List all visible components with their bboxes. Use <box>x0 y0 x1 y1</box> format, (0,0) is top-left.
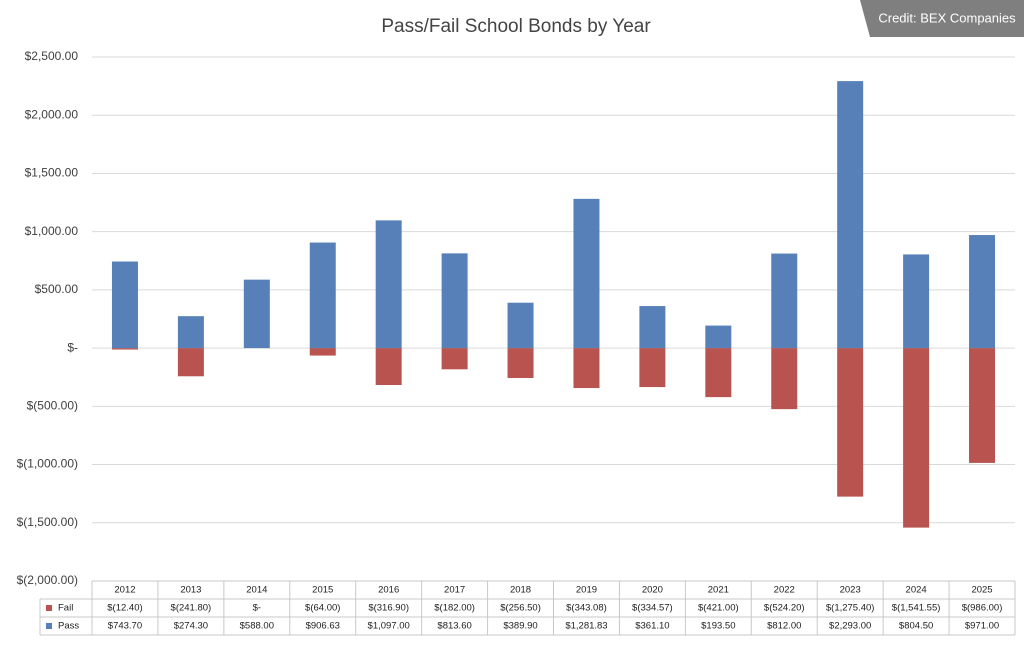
bar <box>243 279 270 349</box>
table-value: $906.63 <box>306 621 340 632</box>
bar <box>903 254 930 349</box>
table-value: $(12.40) <box>107 603 142 614</box>
table-value: $389.90 <box>503 621 537 632</box>
y-tick-label: $1,000.00 <box>25 224 79 238</box>
table-value: $588.00 <box>240 621 274 632</box>
bar <box>507 302 534 349</box>
bar <box>441 253 468 349</box>
bar <box>705 348 732 398</box>
table-value: $(421.00) <box>698 603 739 614</box>
table-value: $(256.50) <box>500 603 541 614</box>
bar <box>309 348 336 356</box>
x-tick-label: 2016 <box>378 585 399 596</box>
table-value: $804.50 <box>899 621 933 632</box>
bar <box>639 348 666 388</box>
table-value: $274.30 <box>174 621 208 632</box>
table-value: $(316.90) <box>368 603 409 614</box>
table-value: $(241.80) <box>171 603 212 614</box>
bar <box>573 348 600 389</box>
x-tick-label: 2023 <box>840 585 861 596</box>
bar <box>111 261 138 349</box>
table-value: $813.60 <box>437 621 471 632</box>
x-tick-label: 2025 <box>971 585 992 596</box>
legend-swatch <box>46 605 52 611</box>
table-value: $- <box>253 603 261 614</box>
bar <box>177 348 204 377</box>
table-value: $(1,541.55) <box>892 603 941 614</box>
table-value: $1,097.00 <box>368 621 410 632</box>
x-tick-label: 2018 <box>510 585 531 596</box>
legend-label: Fail <box>58 603 73 614</box>
y-tick-label: $2,500.00 <box>25 49 79 63</box>
table-value: $(64.00) <box>305 603 340 614</box>
table-value: $2,293.00 <box>829 621 871 632</box>
bar <box>177 316 204 349</box>
bar <box>903 348 930 528</box>
y-tick-label: $(1,500.00) <box>17 515 78 529</box>
table-value: $(182.00) <box>434 603 475 614</box>
bar <box>441 348 468 370</box>
credit: Credit: BEX Companies <box>878 10 1016 25</box>
y-tick-label: $(500.00) <box>27 399 78 413</box>
bar <box>837 348 864 497</box>
bar <box>771 253 798 349</box>
y-tick-label: $2,000.00 <box>25 107 79 121</box>
y-tick-label: $(1,000.00) <box>17 457 78 471</box>
bar <box>507 348 534 378</box>
table-value: $971.00 <box>965 621 999 632</box>
table-value: $(1,275.40) <box>826 603 875 614</box>
credit-banner <box>860 0 1024 37</box>
bar <box>111 348 138 350</box>
bar <box>969 235 996 349</box>
table-value: $361.10 <box>635 621 669 632</box>
bar <box>375 220 402 349</box>
y-tick-label: $(2,000.00) <box>17 573 78 587</box>
x-tick-label: 2015 <box>312 585 333 596</box>
bar <box>639 306 666 349</box>
x-tick-label: 2024 <box>906 585 927 596</box>
table-value: $(334.57) <box>632 603 673 614</box>
bar <box>969 348 996 463</box>
table-value: $(986.00) <box>962 603 1003 614</box>
x-tick-label: 2020 <box>642 585 663 596</box>
bar <box>837 81 864 349</box>
x-tick-label: 2021 <box>708 585 729 596</box>
x-tick-label: 2014 <box>246 585 267 596</box>
y-tick-label: $1,500.00 <box>25 166 79 180</box>
table-value: $(343.08) <box>566 603 607 614</box>
x-tick-label: 2012 <box>114 585 135 596</box>
x-tick-label: 2017 <box>444 585 465 596</box>
y-tick-label: $500.00 <box>35 282 79 296</box>
table-value: $812.00 <box>767 621 801 632</box>
legend-swatch <box>46 623 52 629</box>
bar <box>573 198 600 349</box>
bar <box>705 325 732 349</box>
chart-title: Pass/Fail School Bonds by Year <box>381 16 651 37</box>
bar <box>309 242 336 349</box>
x-tick-label: 2022 <box>774 585 795 596</box>
table-value: $743.70 <box>108 621 142 632</box>
y-tick-label: $- <box>67 340 78 354</box>
table-value: $(524.20) <box>764 603 805 614</box>
x-tick-label: 2013 <box>180 585 201 596</box>
table-value: $193.50 <box>701 621 735 632</box>
legend-label: Pass <box>58 621 79 632</box>
x-tick-label: 2019 <box>576 585 597 596</box>
table-value: $1,281.83 <box>565 621 607 632</box>
bar <box>375 348 402 386</box>
bar <box>771 348 798 410</box>
